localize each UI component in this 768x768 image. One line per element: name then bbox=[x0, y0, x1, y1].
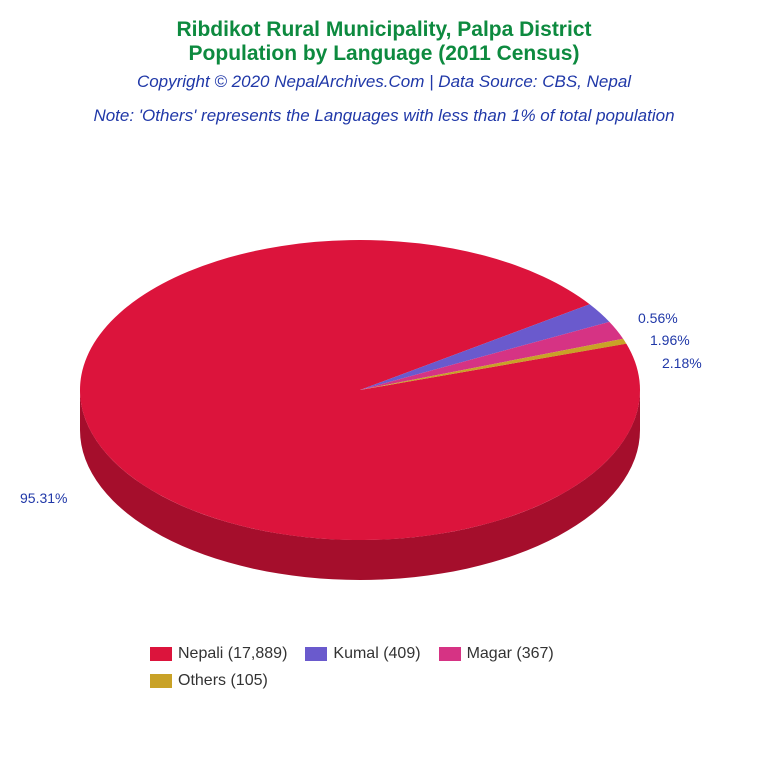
legend-swatch bbox=[439, 647, 461, 661]
legend-label: Kumal (409) bbox=[333, 645, 420, 662]
copyright-text: Copyright © 2020 NepalArchives.Com | Dat… bbox=[0, 72, 768, 92]
legend-label: Magar (367) bbox=[467, 645, 554, 662]
legend-swatch bbox=[150, 674, 172, 688]
legend-item: Magar (367) bbox=[439, 640, 554, 667]
legend-swatch bbox=[150, 647, 172, 661]
pct-label: 0.56% bbox=[638, 310, 678, 326]
pie-chart: 95.31% 2.18% 1.96% 0.56% bbox=[0, 180, 768, 600]
legend-label: Nepali (17,889) bbox=[178, 645, 287, 662]
pie-slice bbox=[80, 240, 640, 540]
title-line-1: Ribdikot Rural Municipality, Palpa Distr… bbox=[0, 18, 768, 42]
legend-label: Others (105) bbox=[178, 673, 268, 690]
legend-item: Others (105) bbox=[150, 667, 268, 694]
title-line-2: Population by Language (2011 Census) bbox=[0, 42, 768, 66]
legend: Nepali (17,889) Kumal (409) Magar (367) Oth… bbox=[150, 640, 650, 695]
pie-svg bbox=[0, 180, 768, 600]
legend-swatch bbox=[305, 647, 327, 661]
pct-label: 2.18% bbox=[662, 355, 702, 371]
legend-item: Nepali (17,889) bbox=[150, 640, 287, 667]
note-text: Note: 'Others' represents the Languages … bbox=[0, 106, 768, 126]
pct-label: 1.96% bbox=[650, 332, 690, 348]
title-block: Ribdikot Rural Municipality, Palpa Distr… bbox=[0, 0, 768, 126]
pct-label: 95.31% bbox=[20, 490, 67, 506]
legend-item: Kumal (409) bbox=[305, 640, 420, 667]
